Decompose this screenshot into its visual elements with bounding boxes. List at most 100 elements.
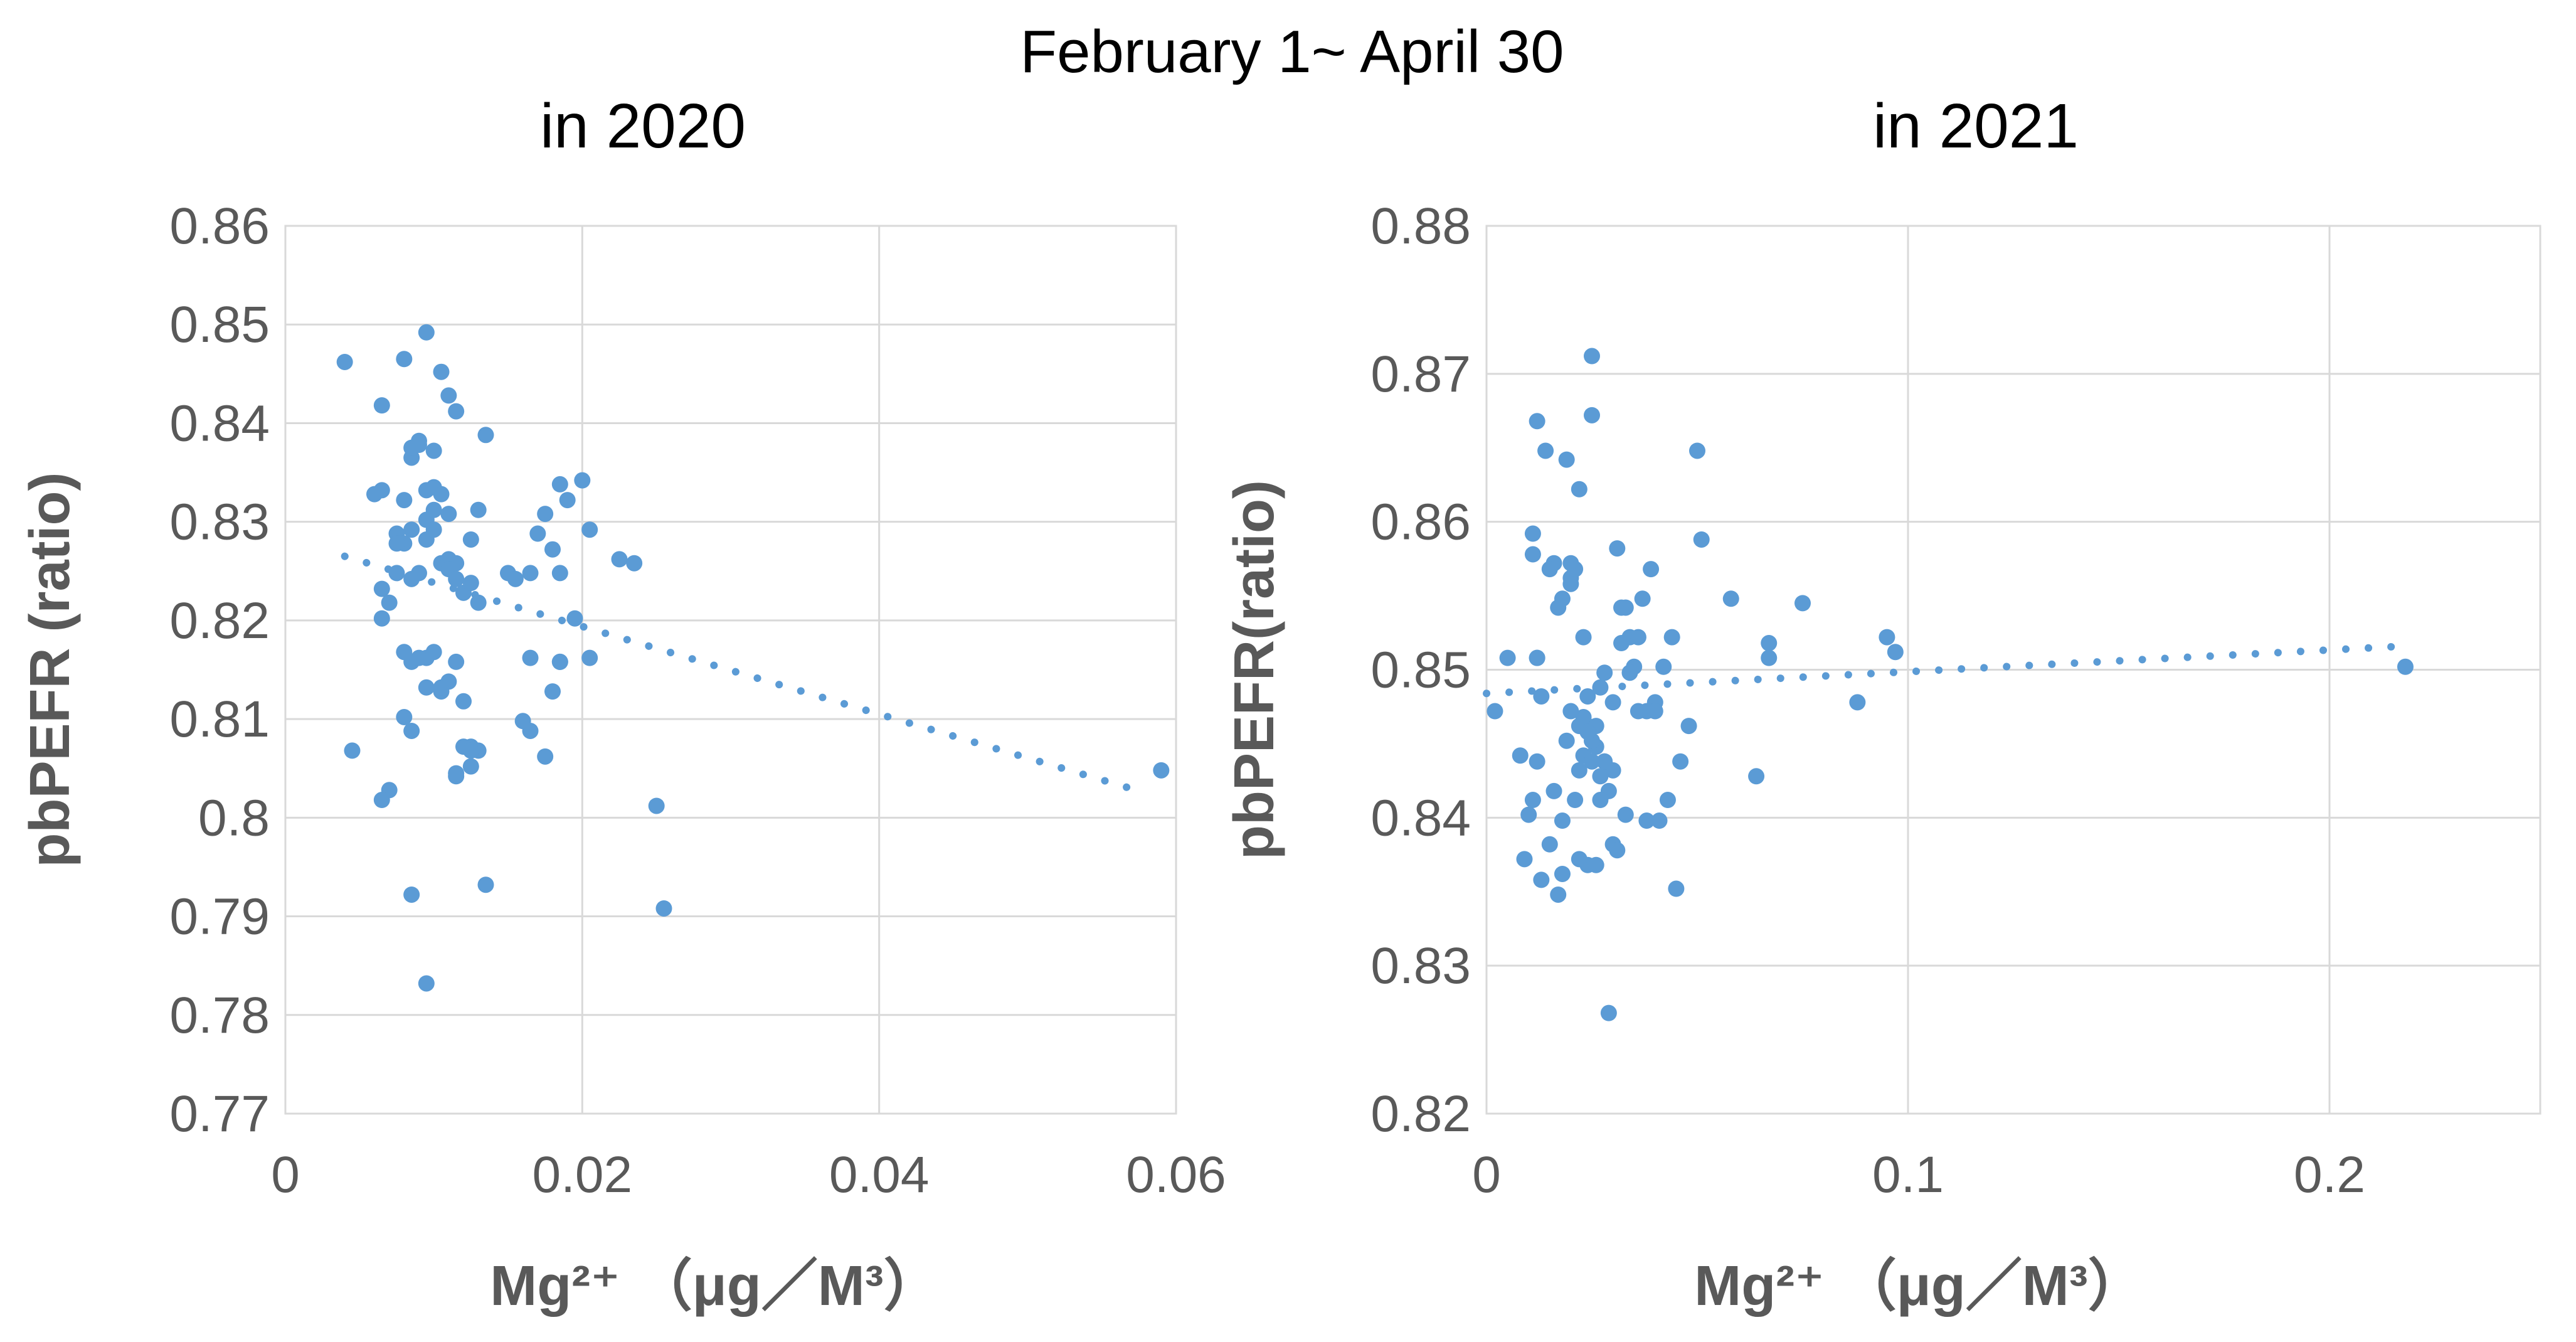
data-point: [537, 506, 554, 523]
data-point: [1571, 851, 1587, 868]
data-point: [1499, 649, 1516, 666]
data-point: [403, 722, 420, 739]
data-point: [1571, 481, 1587, 498]
data-point: [373, 610, 390, 627]
data-point: [551, 565, 568, 582]
data-point: [1748, 768, 1765, 785]
y-tick-label: 0.86: [169, 198, 270, 255]
data-point: [1651, 812, 1668, 829]
data-point: [1630, 629, 1646, 646]
data-point: [522, 565, 539, 582]
data-point: [462, 575, 479, 592]
data-point: [1541, 561, 1558, 578]
data-point: [1596, 664, 1613, 681]
data-point: [1655, 658, 1672, 675]
data-point: [529, 525, 546, 542]
y-tick-label: 0.86: [1370, 494, 1471, 551]
data-point: [1722, 590, 1739, 607]
data-point: [626, 555, 643, 572]
data-point: [1794, 595, 1811, 612]
data-point: [1562, 703, 1579, 720]
data-point: [448, 653, 465, 670]
x-tick-label: 0.02: [533, 1146, 633, 1203]
data-point: [1533, 688, 1550, 705]
data-point: [1672, 753, 1689, 770]
data-point: [396, 708, 413, 725]
data-point: [396, 492, 413, 509]
data-point: [2397, 658, 2414, 675]
trendline: [1483, 642, 2409, 698]
data-point: [1575, 629, 1592, 646]
data-point: [448, 403, 465, 420]
data-point: [1592, 792, 1609, 809]
data-point: [1584, 407, 1600, 423]
data-point: [1596, 753, 1613, 770]
data-point: [462, 531, 479, 548]
data-point: [418, 975, 435, 992]
data-point: [1761, 635, 1778, 652]
data-point: [1554, 812, 1571, 829]
data-point: [1668, 880, 1685, 897]
data-point: [1529, 413, 1545, 430]
data-point: [544, 541, 561, 558]
data-point: [1579, 688, 1596, 705]
x-tick-label: 0.2: [2294, 1146, 2365, 1203]
y-tick-label: 0.82: [1370, 1085, 1471, 1142]
data-point: [581, 649, 598, 666]
data-point: [1663, 629, 1680, 646]
data-point: [1604, 694, 1621, 711]
data-point: [1587, 856, 1604, 873]
data-point: [1621, 664, 1638, 681]
data-point: [655, 900, 672, 917]
y-tick-label: 0.87: [1370, 346, 1471, 403]
data-point: [336, 353, 353, 370]
data-point: [1634, 590, 1651, 607]
data-point: [1693, 531, 1710, 548]
data-point: [1541, 836, 1558, 853]
data-point: [344, 742, 361, 759]
data-point: [1879, 629, 1895, 646]
y-tick-label: 0.78: [169, 987, 270, 1044]
data-point: [1592, 679, 1609, 696]
x-axis-label: Mg²⁺ （μg／M³）: [490, 1255, 940, 1318]
data-point: [1584, 753, 1600, 770]
y-tick-label: 0.77: [169, 1085, 270, 1142]
data-point: [1609, 842, 1626, 859]
data-point: [1562, 575, 1579, 592]
y-tick-label: 0.85: [1370, 642, 1471, 699]
data-point: [1524, 792, 1541, 809]
data-point: [411, 565, 427, 582]
data-point: [1613, 599, 1630, 616]
data-point: [373, 482, 390, 499]
data-point: [1579, 723, 1596, 740]
y-tick-label: 0.84: [1370, 789, 1471, 846]
data-point: [611, 551, 628, 568]
data-point: [425, 442, 442, 459]
data-point: [1545, 782, 1562, 799]
data-point: [1643, 561, 1660, 578]
data-point: [1887, 644, 1904, 661]
figure-title: February 1~ April 30: [1020, 18, 1564, 85]
data-point: [537, 748, 554, 765]
data-point: [544, 683, 561, 700]
data-point: [1487, 703, 1503, 720]
data-point: [1516, 851, 1533, 868]
data-point: [1659, 792, 1676, 809]
data-point: [574, 472, 591, 489]
data-point: [1567, 561, 1584, 578]
y-tick-label: 0.88: [1370, 198, 1471, 255]
data-point: [440, 506, 457, 523]
y-tick-label: 0.85: [169, 296, 270, 353]
data-point: [1550, 886, 1567, 903]
data-point: [1550, 599, 1567, 616]
data-point: [1689, 442, 1705, 459]
data-point: [388, 535, 405, 552]
y-tick-label: 0.83: [1370, 937, 1471, 994]
data-point: [1592, 768, 1609, 785]
data-point: [433, 486, 450, 503]
data-point: [1558, 732, 1575, 749]
data-point: [1617, 806, 1634, 823]
data-point: [1524, 525, 1541, 542]
data-point: [1520, 806, 1537, 823]
